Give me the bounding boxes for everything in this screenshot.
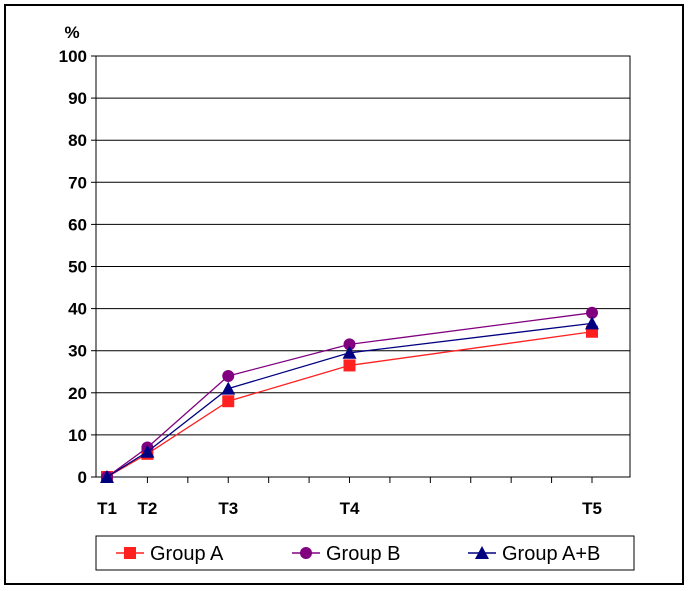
legend-label: Group A+B bbox=[502, 543, 600, 565]
data-point bbox=[221, 381, 236, 395]
y-tick-label: 50 bbox=[68, 258, 87, 277]
y-tick-label: 40 bbox=[68, 300, 87, 319]
legend-label: Group A bbox=[150, 543, 224, 565]
data-point bbox=[222, 395, 235, 408]
data-point bbox=[100, 470, 114, 483]
data-point bbox=[140, 444, 155, 458]
legend: Group A Group B Group A+B bbox=[95, 535, 635, 571]
data-point bbox=[586, 306, 598, 319]
y-tick-label: 0 bbox=[78, 468, 87, 487]
y-tick-labels: 0 10 20 30 40 50 60 70 80 90 100 bbox=[59, 47, 87, 487]
legend-box bbox=[95, 535, 635, 571]
x-tick-label: T2 bbox=[137, 499, 157, 518]
y-tick-label: 20 bbox=[68, 384, 87, 403]
x-tick-label: T4 bbox=[340, 499, 360, 518]
data-point bbox=[342, 345, 357, 359]
y-tick-label: 10 bbox=[68, 426, 87, 445]
y-unit-label: % bbox=[64, 23, 79, 42]
data-point bbox=[343, 338, 356, 351]
grid-lines bbox=[91, 55, 630, 478]
data-point bbox=[222, 369, 235, 382]
legend-marker bbox=[300, 547, 312, 559]
x-minor-ticks bbox=[106, 477, 593, 483]
data-point bbox=[585, 316, 599, 330]
legend-label: Group B bbox=[326, 543, 400, 565]
legend-marker bbox=[124, 547, 136, 559]
legend-marker bbox=[475, 546, 489, 559]
series-group-b bbox=[101, 306, 598, 483]
series-group bbox=[100, 306, 599, 483]
x-tick-labels: T1 T2 T3 T4 T5 bbox=[97, 499, 602, 518]
x-tick-label: T3 bbox=[218, 499, 238, 518]
y-tick-label: 60 bbox=[68, 215, 87, 234]
y-tick-label: 80 bbox=[68, 131, 87, 150]
y-tick-label: 30 bbox=[68, 342, 87, 361]
series-group-a-b bbox=[100, 316, 599, 483]
x-tick-label: T1 bbox=[97, 499, 117, 518]
x-tick-label: T5 bbox=[582, 499, 602, 518]
y-tick-label: 70 bbox=[68, 173, 87, 192]
y-tick-label: 90 bbox=[68, 89, 87, 108]
data-point bbox=[343, 359, 356, 372]
y-tick-label: 100 bbox=[59, 47, 87, 66]
